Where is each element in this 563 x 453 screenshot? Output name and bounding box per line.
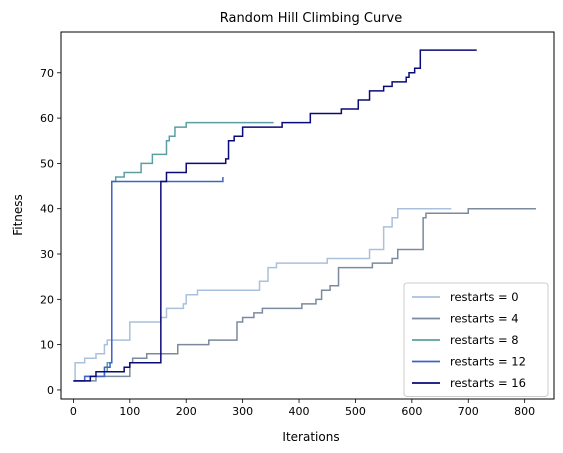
x-tick-label: 700 <box>458 405 479 418</box>
legend-label: restarts = 8 <box>450 333 519 347</box>
y-tick-label: 40 <box>40 203 54 216</box>
x-tick-label: 800 <box>514 405 535 418</box>
plot-area <box>73 49 536 382</box>
legend: restarts = 0 restarts = 4 restarts = 8 rest… <box>403 282 549 397</box>
y-tick-label: 50 <box>40 157 54 170</box>
x-tick-label: 100 <box>119 405 140 418</box>
series-line-3 <box>73 176 224 382</box>
y-tick-label: 20 <box>40 293 54 306</box>
y-axis-ticks: 0 10 20 30 40 50 60 70 <box>40 67 61 397</box>
x-axis-ticks: 0 100 200 300 400 500 600 700 800 <box>70 399 535 418</box>
series-line-4 <box>73 49 477 382</box>
y-tick-label: 70 <box>40 67 54 80</box>
legend-label: restarts = 16 <box>450 376 526 390</box>
series-line-0 <box>73 207 452 382</box>
legend-box <box>403 282 549 397</box>
plot-frame <box>60 31 555 400</box>
series-line-1 <box>73 207 536 382</box>
y-tick-label: 0 <box>47 384 54 397</box>
x-axis-label: Iterations <box>282 430 339 444</box>
legend-label: restarts = 0 <box>450 290 519 304</box>
x-tick-label: 200 <box>176 405 197 418</box>
x-tick-label: 300 <box>232 405 253 418</box>
x-tick-label: 0 <box>70 405 77 418</box>
legend-label: restarts = 4 <box>450 312 519 326</box>
x-tick-label: 500 <box>345 405 366 418</box>
chart-title: Random Hill Climbing Curve <box>220 11 403 26</box>
x-tick-label: 600 <box>401 405 422 418</box>
y-tick-label: 60 <box>40 112 54 125</box>
legend-label: restarts = 12 <box>450 355 526 369</box>
y-axis-label: Fitness <box>11 194 25 236</box>
y-tick-label: 10 <box>40 339 54 352</box>
x-tick-label: 400 <box>289 405 310 418</box>
y-tick-label: 30 <box>40 248 54 261</box>
